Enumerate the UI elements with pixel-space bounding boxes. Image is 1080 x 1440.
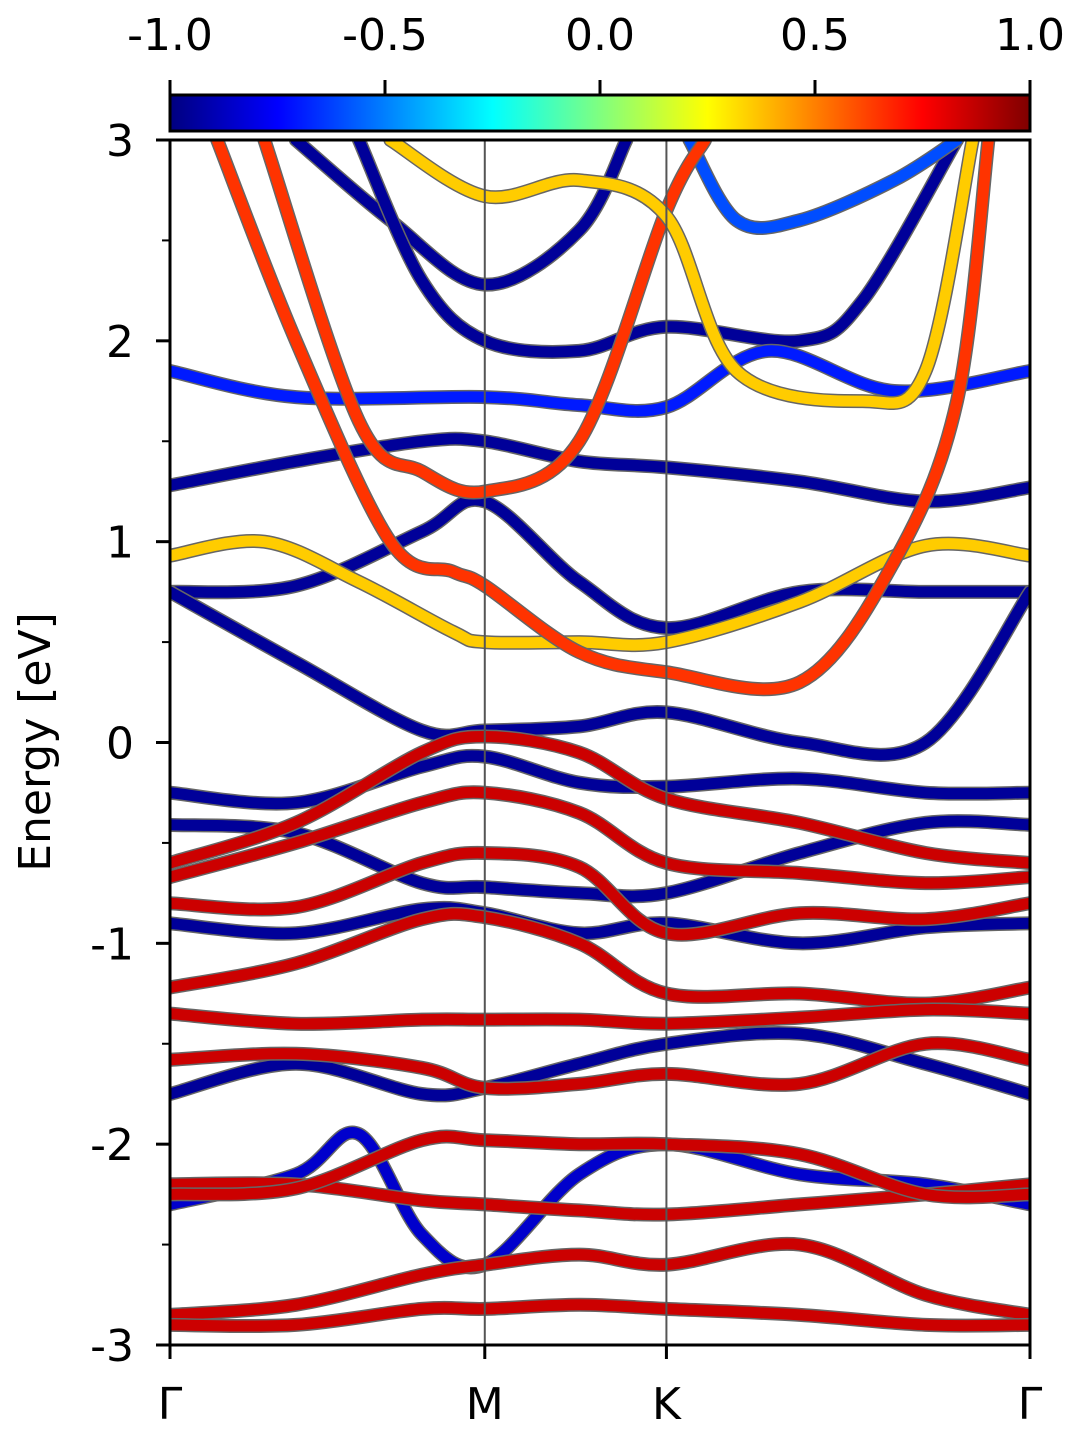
band-outline <box>170 431 1030 509</box>
colorbar-tick-label: -0.5 <box>342 10 428 61</box>
x-tick-label: K <box>652 1379 682 1430</box>
band-line <box>170 1238 1030 1321</box>
band-line <box>170 847 1030 941</box>
colorbar-tick-label: -1.0 <box>127 10 213 61</box>
band-line <box>170 902 1030 949</box>
band-lines <box>170 140 1030 1334</box>
band-line <box>170 433 1030 508</box>
y-axis-title: Energy [eV] <box>10 612 61 872</box>
colorbar-tick-label: 0.0 <box>565 10 635 61</box>
y-tick-label: -3 <box>90 1321 134 1372</box>
band-outline <box>170 584 1030 762</box>
y-tick-label: 0 <box>106 719 134 770</box>
colorbar-tick-label: 0.5 <box>780 10 850 61</box>
band-line <box>170 731 1030 869</box>
band-line <box>170 494 1030 634</box>
band-line <box>170 586 1030 761</box>
band-line <box>170 750 1030 810</box>
y-tick-label: 3 <box>106 116 134 167</box>
colorbar-tick-label: 1.0 <box>995 10 1065 61</box>
band-line <box>170 1004 1030 1030</box>
colorbar-gradient <box>168 93 1032 133</box>
y-tick-label: -2 <box>90 1120 134 1171</box>
band-line <box>170 908 1030 1010</box>
band-line <box>290 140 632 291</box>
band-line <box>384 140 979 409</box>
band-line <box>170 786 1030 889</box>
band-line <box>170 1130 1030 1203</box>
band-line <box>170 1037 1030 1095</box>
y-tick-label: -1 <box>90 919 134 970</box>
kpath-divider-lines <box>483 140 668 1345</box>
y-tick-label: 2 <box>106 317 134 368</box>
band-outline <box>288 140 634 292</box>
band-line <box>211 140 994 695</box>
x-tick-label: Γ <box>1018 1379 1043 1430</box>
x-tick-label: Γ <box>158 1379 183 1430</box>
band-line <box>170 1299 1030 1332</box>
band-line <box>170 345 1030 417</box>
x-tick-label: M <box>466 1379 504 1430</box>
y-tick-label: 1 <box>106 518 134 569</box>
band-outline <box>170 492 1030 636</box>
y-axis: -3 -2 -1 0 1 2 3 <box>90 116 170 1372</box>
band-line <box>683 140 963 234</box>
colorbar: -1.0 -0.5 0.0 0.5 1.0 <box>127 10 1065 133</box>
colorbar-ticks: -1.0 -0.5 0.0 0.5 1.0 <box>127 10 1065 95</box>
